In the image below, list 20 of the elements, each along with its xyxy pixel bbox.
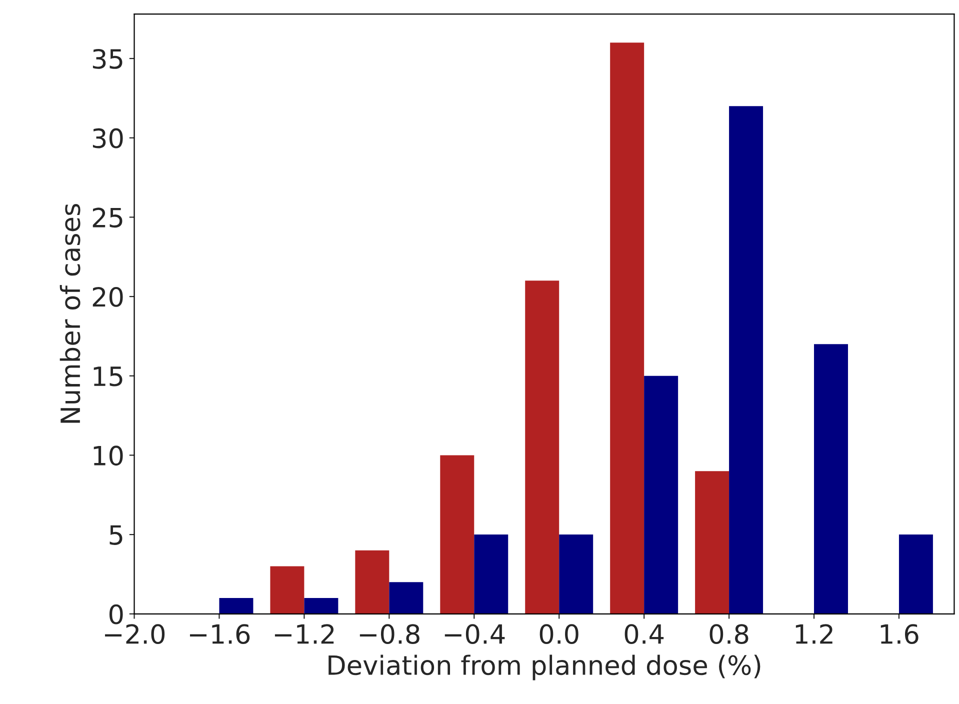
y-tick-label: 10 (94, 446, 123, 466)
y-tick-label: 25 (92, 208, 122, 228)
x-tick-label: 0.4 (624, 624, 664, 644)
y-tick-label: 5 (110, 525, 122, 545)
x-tick-label: 1.2 (796, 624, 832, 644)
y-tick-label: 30 (92, 128, 123, 148)
y-tick-label: 0 (109, 604, 123, 624)
y-axis-title: Number of cases (60, 204, 80, 423)
x-tick-label: −0.4 (444, 624, 505, 644)
x-tick-label: 0.8 (710, 624, 748, 644)
y-tick-label: 15 (94, 366, 122, 386)
x-tick-label: −2.0 (105, 624, 165, 644)
y-tick-label: 20 (92, 286, 123, 307)
x-tick-label: 0.0 (540, 624, 578, 644)
x-tick-label: −0.8 (360, 624, 420, 644)
x-tick-label: −1.2 (274, 624, 334, 644)
x-tick-label: 1.6 (880, 624, 918, 644)
x-tick-label: −1.6 (190, 624, 250, 644)
y-tick-label: 35 (92, 48, 122, 69)
x-axis-title: Deviation from planned dose (%) (328, 654, 760, 680)
